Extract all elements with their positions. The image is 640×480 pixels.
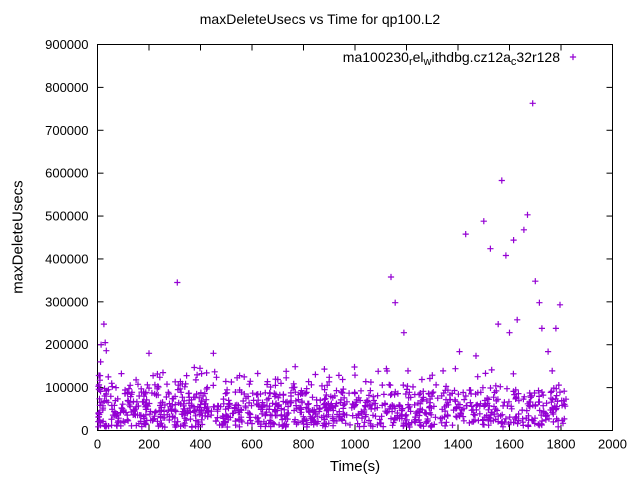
x-tick-label: 2000 xyxy=(598,437,627,452)
x-tick-label: 1000 xyxy=(341,437,370,452)
x-tick-label: 800 xyxy=(293,437,315,452)
y-tick-label: 100000 xyxy=(45,380,88,395)
y-tick-label: 900000 xyxy=(45,37,88,52)
legend-marker xyxy=(569,53,577,61)
x-tick-label: 1600 xyxy=(495,437,524,452)
y-tick-label: 600000 xyxy=(45,166,88,181)
scatter-points xyxy=(95,100,570,431)
x-axis-label: Time(s) xyxy=(329,458,381,475)
y-tick-label: 500000 xyxy=(45,209,88,224)
x-tick-label: 1400 xyxy=(444,437,473,452)
y-tick-label: 300000 xyxy=(45,294,88,309)
x-tick-label: 0 xyxy=(94,437,101,452)
x-tick-label: 600 xyxy=(241,437,263,452)
y-tick-label: 400000 xyxy=(45,251,88,266)
y-tick-label: 0 xyxy=(81,423,88,438)
x-tick-label: 1200 xyxy=(392,437,421,452)
chart-title: maxDeleteUsecs vs Time for qp100.L2 xyxy=(199,11,441,27)
legend: ma100230relwithdbg.cz12ac32r128 xyxy=(343,49,577,68)
y-tick-label: 800000 xyxy=(45,80,88,95)
x-tick-label: 200 xyxy=(138,437,160,452)
x-tick-label: 400 xyxy=(190,437,212,452)
y-tick-label: 200000 xyxy=(45,337,88,352)
legend-label: ma100230relwithdbg.cz12ac32r128 xyxy=(343,49,560,68)
tick-labels: 0 200 400 600 800 1000 1200 1400 1600 1800 2000 0 10… xyxy=(45,37,627,452)
y-tick-label: 700000 xyxy=(45,123,88,138)
x-tick-label: 1800 xyxy=(547,437,576,452)
